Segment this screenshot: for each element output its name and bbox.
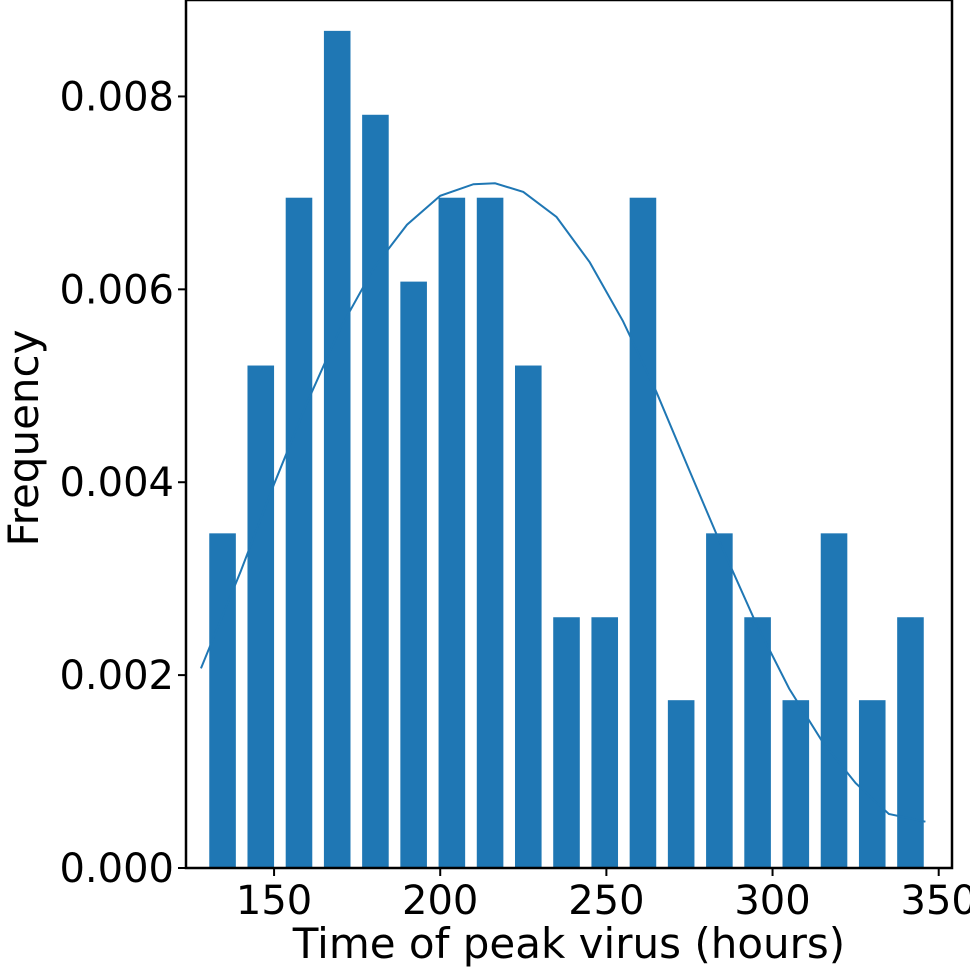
x-tick-label: 150 xyxy=(236,878,312,924)
x-tick-label: 300 xyxy=(734,878,810,924)
histogram-bar xyxy=(858,700,886,868)
histogram-bar xyxy=(247,365,275,868)
histogram-bar xyxy=(285,197,313,868)
histogram-bar xyxy=(897,617,924,868)
histogram-bar xyxy=(782,700,810,868)
histogram-bar xyxy=(744,617,771,868)
x-axis-label: Time of peak virus (hours) xyxy=(292,919,845,968)
y-tick-label: 0.004 xyxy=(59,460,174,506)
histogram-bar xyxy=(438,197,466,868)
histogram-bar xyxy=(591,617,619,868)
histogram-bar xyxy=(667,700,695,868)
histogram-bar xyxy=(362,114,389,868)
x-tick-label: 200 xyxy=(402,878,478,924)
y-tick-label: 0.002 xyxy=(59,653,174,699)
histogram-bar xyxy=(514,365,542,868)
x-tick-label: 350 xyxy=(901,878,970,924)
y-tick-label: 0.008 xyxy=(59,74,174,120)
y-tick-label: 0.006 xyxy=(59,267,174,313)
y-tick-label: 0.000 xyxy=(59,846,174,892)
histogram-bar xyxy=(209,533,236,868)
histogram-bar xyxy=(400,281,427,868)
histogram-bar xyxy=(476,197,504,868)
y-axis-label: Frequency xyxy=(0,330,48,547)
histogram-bar xyxy=(553,617,580,868)
bars-layer xyxy=(209,30,924,868)
x-axis-ticks: 150 200 250 300 350 xyxy=(236,868,970,924)
fit-curve-line xyxy=(200,182,926,823)
histogram-bar xyxy=(629,197,657,868)
histogram-bar xyxy=(323,30,351,868)
y-axis-ticks: 0.000 0.002 0.004 0.006 0.008 xyxy=(59,74,186,892)
histogram-bar xyxy=(706,533,733,868)
plot-frame xyxy=(184,0,954,870)
histogram-bar xyxy=(820,533,848,868)
x-tick-label: 250 xyxy=(568,878,644,924)
